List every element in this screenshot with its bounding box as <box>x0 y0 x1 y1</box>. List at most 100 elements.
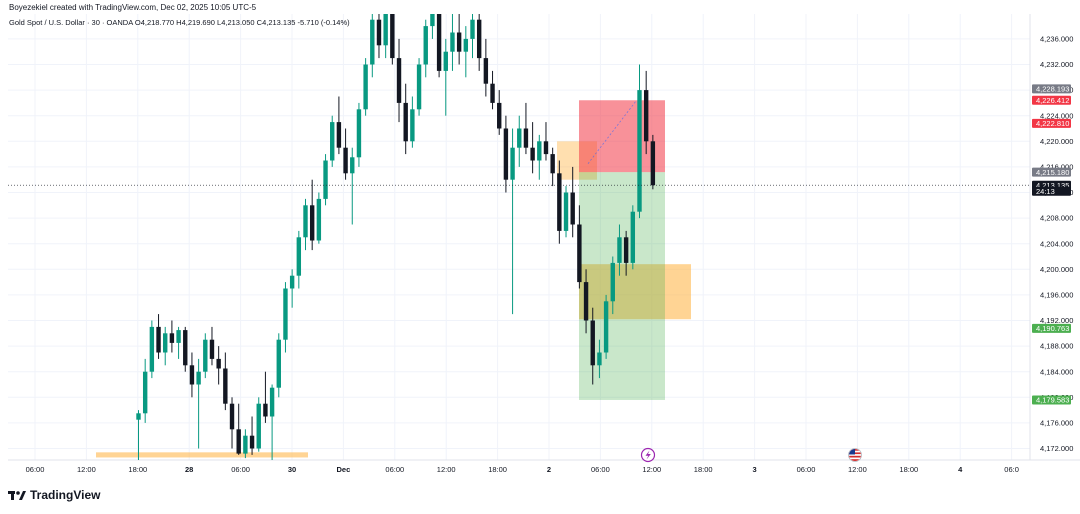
candle-body <box>343 147 348 174</box>
candle-body <box>583 282 589 321</box>
candle-body <box>410 109 415 142</box>
candle <box>637 64 642 219</box>
candle <box>537 134 542 180</box>
candle <box>423 19 428 78</box>
candle <box>336 96 342 155</box>
time-tick-label: 2 <box>547 465 551 474</box>
candle-body <box>603 301 609 353</box>
candle-body <box>316 198 322 241</box>
candle-body <box>557 173 562 231</box>
candle <box>517 115 522 167</box>
candle <box>376 14 382 59</box>
price-tick-label: 4,200.000 <box>1040 265 1073 274</box>
candle <box>577 205 582 289</box>
us-flag-icon[interactable] <box>848 448 862 462</box>
candle-body <box>630 211 636 263</box>
candle <box>590 307 595 385</box>
candle <box>623 230 629 276</box>
time-tick-label: 18:00 <box>488 465 507 474</box>
candle-body <box>523 128 529 148</box>
candle-body <box>176 330 181 343</box>
candle-body <box>390 14 395 59</box>
time-tick-label: 18:00 <box>899 465 918 474</box>
candle <box>497 90 502 135</box>
candle <box>136 410 141 460</box>
candle <box>456 14 462 65</box>
candle-body <box>503 128 509 180</box>
candle-body <box>283 288 288 340</box>
price-tag <box>1032 95 1071 105</box>
price-tag <box>1032 395 1071 405</box>
candle <box>316 192 322 244</box>
candle-body <box>510 147 515 180</box>
tradingview-footer[interactable]: TradingView <box>8 488 100 502</box>
candle-body <box>289 275 295 289</box>
price-tick-label: 4,216.000 <box>1040 163 1073 172</box>
price-tick-label: 4,184.000 <box>1040 367 1073 376</box>
price-tag <box>1032 186 1071 196</box>
candle-body <box>650 141 656 186</box>
price-tag <box>1032 84 1071 94</box>
candle <box>303 198 308 251</box>
candle-body <box>269 387 275 417</box>
candle <box>189 352 195 398</box>
lower-demand-zone <box>96 452 308 458</box>
time-axis[interactable]: 06:00 12:00 18:00 28 06:00 30 Dec 06:00 12:00 18:… <box>26 465 1019 474</box>
candle <box>470 14 475 59</box>
chart-zones <box>96 100 691 458</box>
candle-body <box>303 205 308 238</box>
candle-body <box>423 26 428 65</box>
candle-body <box>256 403 261 449</box>
candle-body <box>136 413 141 420</box>
candle-body <box>470 19 475 39</box>
candle <box>630 205 636 270</box>
author-line: Boyezekiel created with TradingView.com,… <box>9 3 257 12</box>
candle <box>229 397 235 449</box>
candle-body <box>476 19 482 59</box>
time-tick-label: 12:00 <box>848 465 867 474</box>
candle-body <box>363 64 368 110</box>
lightning-icon[interactable] <box>640 447 656 463</box>
price-tick-label: 4,176.000 <box>1040 419 1073 428</box>
time-tick-label: 3 <box>753 465 757 474</box>
candle <box>436 14 442 78</box>
price-tick-label: 4,188.000 <box>1040 342 1073 351</box>
time-tick-label: 06:00 <box>797 465 816 474</box>
price-tags: 4,228.1934,226.4124,222.8104,215.1804,21… <box>1032 84 1071 405</box>
candle <box>269 384 275 460</box>
candle-body <box>483 58 489 84</box>
candle <box>309 179 315 251</box>
candle <box>597 339 602 379</box>
price-tag-label: 4,226.412 <box>1036 96 1069 105</box>
candle-body <box>537 141 542 161</box>
candle-body <box>196 371 201 385</box>
candle <box>643 70 649 155</box>
time-tick-label: 06:0 <box>1004 465 1019 474</box>
time-tick-label: 12:00 <box>437 465 456 474</box>
candle <box>570 166 575 238</box>
candle <box>163 326 168 366</box>
candle <box>156 314 161 359</box>
candle-body <box>396 58 402 103</box>
candle-body <box>610 262 615 302</box>
chart-grid <box>8 14 1080 461</box>
candle <box>196 358 201 449</box>
mid-demand-zone <box>579 264 691 320</box>
price-tick-label: 4,196.000 <box>1040 291 1073 300</box>
candle-body <box>229 403 235 430</box>
candle <box>416 58 422 116</box>
candle <box>530 122 535 174</box>
candle-body <box>323 160 328 199</box>
candle-body <box>370 19 375 65</box>
price-tag-label: 4,215.180 <box>1036 168 1069 177</box>
candle-body <box>223 368 228 404</box>
candle-body <box>430 14 435 27</box>
candle <box>142 358 148 423</box>
candle-body <box>550 154 555 174</box>
candle <box>289 269 295 308</box>
candle <box>283 282 288 353</box>
price-tick-label: 4,224.000 <box>1040 111 1073 120</box>
candle-body <box>577 224 582 283</box>
candle <box>243 429 248 459</box>
